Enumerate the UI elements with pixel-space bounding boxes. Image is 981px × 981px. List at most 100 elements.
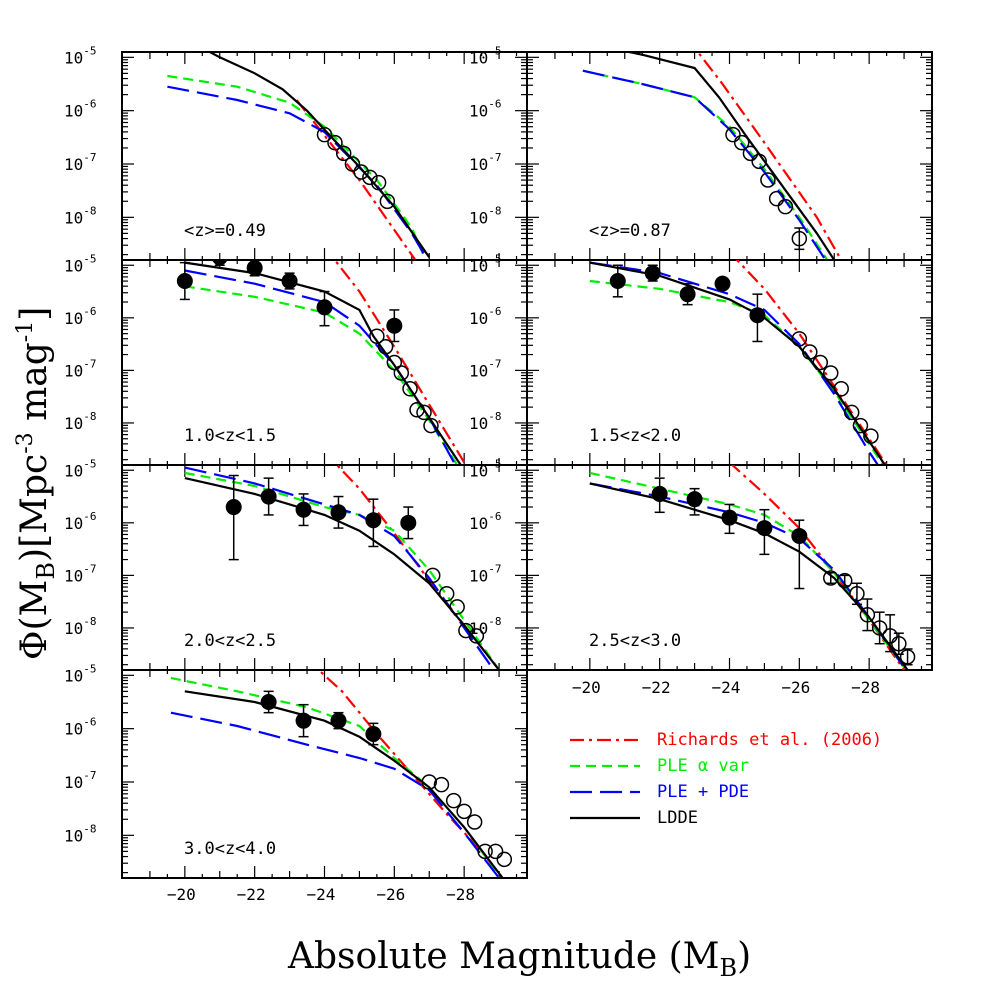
panel-label: 1.0<z<1.5 [184, 426, 276, 446]
legend: Richards et al. (2006) PLE α var PLE + PDE… [570, 730, 882, 828]
y-axis-title: Φ(MB)[Mpc-3 mag-1] [13, 307, 60, 660]
open-data-point [353, 164, 369, 180]
x-tick-label: −28 [851, 678, 880, 697]
open-data-point [362, 169, 378, 186]
y-tick-label: 10-8 [469, 204, 502, 227]
panel-plot-area [589, 465, 916, 670]
x-tick-label: −26 [781, 678, 810, 697]
open-data-point [386, 354, 403, 371]
legend-label: PLE α var [657, 756, 749, 776]
filled-data-point [400, 514, 417, 531]
y-tick-label: 10-6 [64, 98, 97, 121]
panel-plot-area [582, 52, 843, 260]
panel-label: <z>=0.87 [589, 221, 671, 241]
panel-7: 10-5 10-6 10-7 10-8 3.0<z<4.0 [64, 662, 528, 879]
filled-data-point [609, 273, 626, 290]
open-data-point [859, 607, 876, 623]
y-tick-label: 10-6 [469, 305, 502, 328]
filled-data-point [295, 501, 312, 518]
model-curve-richards [295, 99, 417, 260]
open-data-point [882, 628, 898, 644]
filled-data-point [212, 260, 228, 266]
open-data-point [849, 586, 865, 602]
open-data-point [424, 567, 441, 584]
panel-label: 1.5<z<2.0 [589, 426, 681, 446]
panels-layer: 10-5 10-6 10-7 10-8 <z>=0.49 10-5 10-6 10-7 10-8… [64, 44, 933, 904]
open-data-point [751, 153, 767, 170]
panel-frame [526, 259, 933, 466]
open-data-point [496, 851, 513, 868]
filled-data-point [651, 485, 668, 502]
open-data-point [823, 365, 839, 381]
panel-3: 10-5 10-6 10-7 10-8 1.0<z<1.5 [64, 252, 528, 466]
open-data-point [852, 417, 869, 434]
model-curve-ple_alpha [184, 285, 459, 465]
panel-plot-area [184, 465, 501, 670]
model-curve-ple_alpha [582, 69, 829, 260]
open-data-point [369, 328, 385, 344]
model-curve-richards [333, 260, 466, 463]
y-tick-label: 10-5 [469, 252, 502, 275]
filled-data-point [225, 499, 242, 516]
y-tick-label: 10-6 [64, 510, 97, 533]
y-tick-label: 10-5 [64, 252, 97, 275]
model-curve-ple_pde [589, 261, 879, 465]
open-data-point [445, 792, 462, 809]
filled-data-point [365, 726, 382, 742]
model-curve-richards [735, 260, 888, 465]
panel-6: 10-5 10-6 10-7 10-8 2.5<z<3.0 [469, 457, 933, 671]
open-data-point [370, 174, 387, 191]
open-data-point [421, 774, 437, 790]
panel-plot-area [167, 52, 431, 260]
filled-data-point [679, 286, 696, 303]
panel-frame [121, 669, 528, 879]
filled-data-point [686, 491, 703, 508]
filled-data-point [721, 509, 738, 526]
panel-frame [121, 51, 528, 261]
x-axis-title: Absolute Magnitude (MB) [287, 936, 751, 981]
model-curve-ldde [207, 52, 431, 258]
model-curve-ldde [623, 52, 836, 260]
model-curve-ple_alpha [589, 279, 885, 465]
y-tick-label: 10-8 [469, 615, 502, 638]
open-data-point [477, 843, 493, 860]
model-curve-ple_pde [170, 711, 500, 878]
open-data-point [327, 134, 343, 151]
filled-data-point [330, 712, 347, 729]
y-tick-label: 10-6 [469, 510, 502, 533]
open-data-point [487, 843, 504, 860]
x-tick-label: −24 [307, 885, 336, 904]
y-tick-label: 10-7 [64, 151, 97, 174]
panel-label: 3.0<z<4.0 [184, 839, 276, 859]
y-tick-label: 10-7 [64, 769, 97, 792]
open-data-point [416, 404, 432, 421]
panel-frame [526, 51, 933, 261]
y-tick-label: 10-7 [469, 357, 502, 380]
panel-label: 2.5<z<3.0 [589, 631, 681, 651]
x-tick-label: −26 [376, 885, 405, 904]
y-tick-label: 10-6 [469, 98, 502, 121]
open-data-point [377, 338, 394, 355]
open-data-point [316, 126, 333, 143]
y-tick-label: 10-8 [64, 410, 97, 433]
open-data-point [742, 145, 759, 162]
y-tick-label: 10-5 [64, 457, 97, 480]
open-data-point [863, 428, 879, 444]
open-data-point [423, 417, 439, 434]
panel-frame [121, 464, 528, 671]
open-data-point [449, 599, 465, 615]
open-data-point [409, 402, 425, 418]
panel-5: 10-5 10-6 10-7 10-8 2.0<z<2.5 [64, 457, 528, 671]
filled-data-point [176, 273, 193, 290]
filled-data-point [246, 260, 263, 276]
panel-4: 10-5 10-6 10-7 10-8 1.5<z<2.0 [469, 252, 933, 466]
filled-data-point [260, 488, 277, 505]
open-data-point [733, 134, 750, 151]
y-tick-label: 10-8 [64, 615, 97, 638]
filled-data-point [316, 299, 333, 316]
y-tick-label: 10-7 [469, 562, 502, 585]
x-tick-label: −24 [712, 678, 741, 697]
y-tick-label: 10-6 [64, 716, 97, 739]
open-data-point [760, 172, 776, 188]
x-tick-label: −20 [167, 885, 196, 904]
